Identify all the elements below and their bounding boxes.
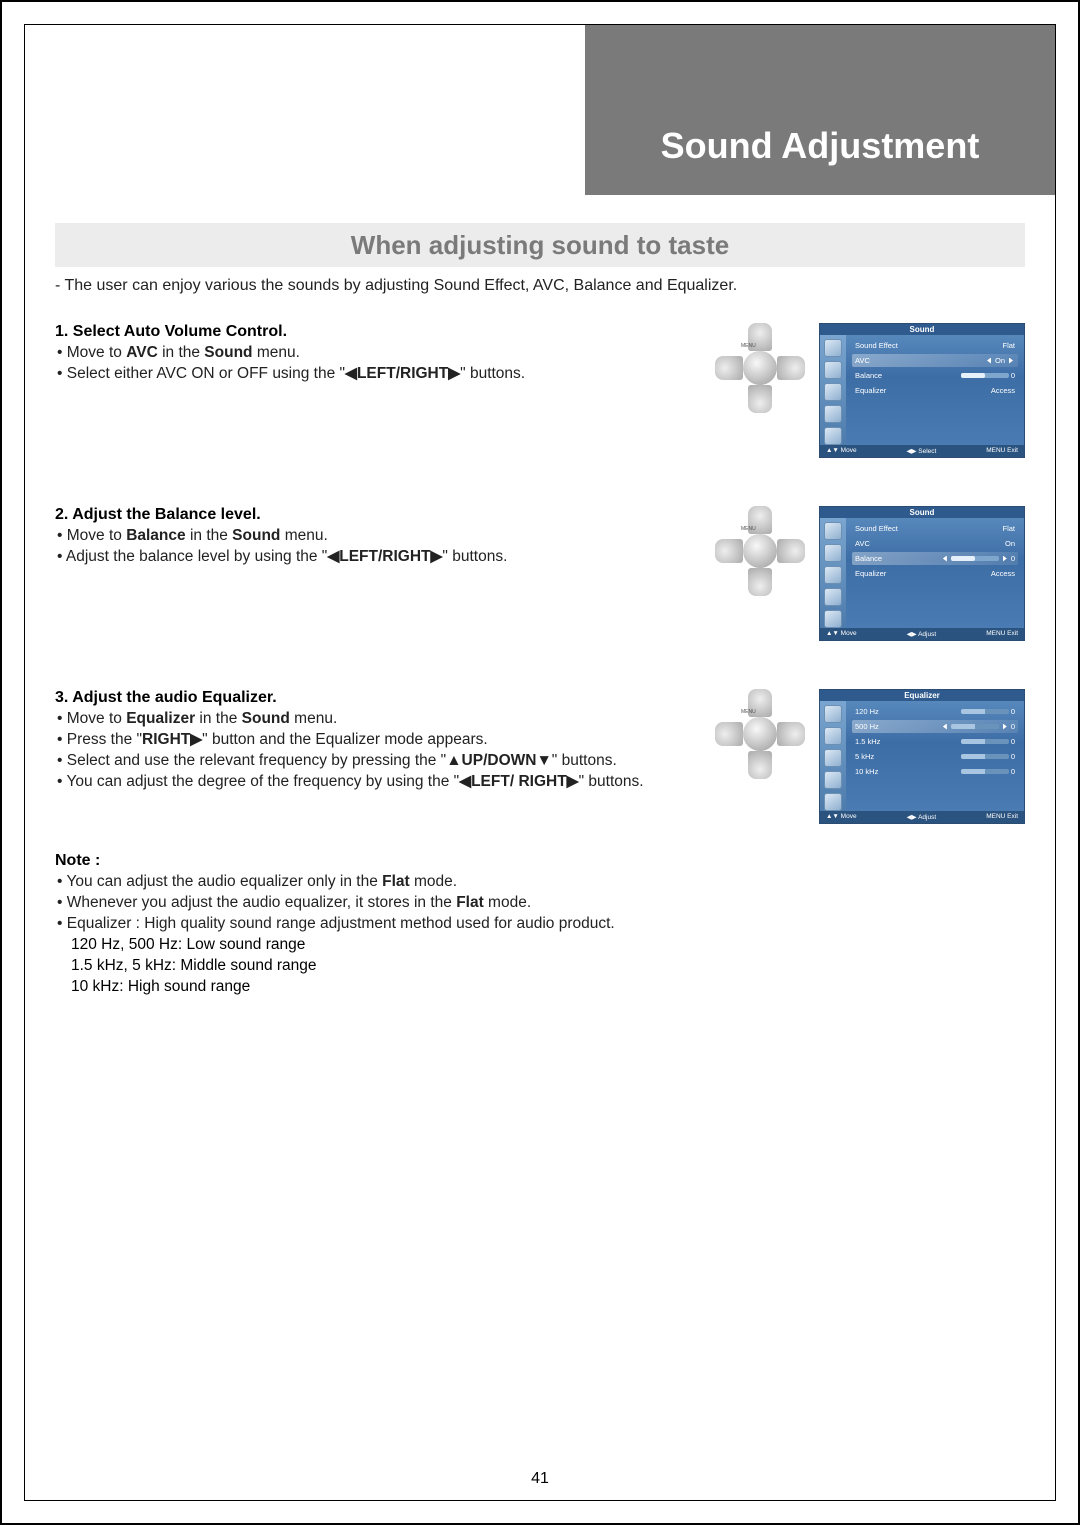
- step-3-visuals: MENU Equalizer 120 Hz0 500 Hz0 1.5 kHz0 …: [715, 689, 1025, 824]
- step-2-visuals: MENU Sound Sound EffectFlat AVCOn Balanc…: [715, 506, 1025, 641]
- osd-footer: ▲▼ Move◀▶ AdjustMENU Exit: [820, 811, 1024, 823]
- note-item-1: You can adjust the audio equalizer only …: [71, 872, 1025, 893]
- osd-row-selected: Balance0: [852, 552, 1018, 565]
- dpad-icon: MENU: [715, 506, 805, 596]
- step-1-bullet-1: Move to AVC in the Sound menu.: [71, 343, 697, 364]
- step-2-bullet-2: Adjust the balance level by using the "◀…: [71, 547, 697, 568]
- step-3-bullet-1: Move to Equalizer in the Sound menu.: [71, 709, 697, 730]
- step-1: 1. Select Auto Volume Control. Move to A…: [55, 323, 1025, 458]
- note-heading: Note :: [55, 852, 1025, 870]
- step-2-bullet-1: Move to Balance in the Sound menu.: [71, 526, 697, 547]
- step-1-text: 1. Select Auto Volume Control. Move to A…: [55, 323, 697, 385]
- step-3: 3. Adjust the audio Equalizer. Move to E…: [55, 689, 1025, 824]
- step-1-visuals: MENU Sound Sound EffectFlat AVCOn Balanc…: [715, 323, 1025, 458]
- section-title: When adjusting sound to taste: [351, 230, 729, 261]
- step-3-bullet-4: You can adjust the degree of the frequen…: [71, 772, 697, 793]
- page-number: 41: [25, 1470, 1055, 1488]
- osd-equalizer: Equalizer 120 Hz0 500 Hz0 1.5 kHz0 5 kHz…: [819, 689, 1025, 824]
- osd-sound-balance: Sound Sound EffectFlat AVCOn Balance0 Eq…: [819, 506, 1025, 641]
- dpad-icon: MENU: [715, 323, 805, 413]
- intro-text: - The user can enjoy various the sounds …: [55, 277, 1025, 295]
- page-frame: Sound Adjustment When adjusting sound to…: [0, 0, 1080, 1525]
- eq-rows: 120 Hz0 500 Hz0 1.5 kHz0 5 kHz0 10 kHz0: [846, 701, 1024, 811]
- osd-footer: ▲▼ Move◀▶ SelectMENU Exit: [820, 445, 1024, 457]
- osd-row: EqualizerAccess: [852, 384, 1018, 397]
- dpad-icon: MENU: [715, 689, 805, 779]
- note-sublines: 120 Hz, 500 Hz: Low sound range 1.5 kHz,…: [55, 935, 1025, 998]
- header-band: Sound Adjustment: [585, 25, 1055, 195]
- step-1-heading: 1. Select Auto Volume Control.: [55, 323, 697, 341]
- step-3-text: 3. Adjust the audio Equalizer. Move to E…: [55, 689, 697, 793]
- osd-row-selected: AVCOn: [852, 354, 1018, 367]
- note-item-3: Equalizer : High quality sound range adj…: [71, 914, 1025, 935]
- osd-row: Sound EffectFlat: [852, 339, 1018, 352]
- step-2-heading: 2. Adjust the Balance level.: [55, 506, 697, 524]
- osd-row: Balance0: [852, 369, 1018, 382]
- step-3-bullet-3: Select and use the relevant frequency by…: [71, 751, 697, 772]
- step-3-bullet-2: Press the "RIGHT▶" button and the Equali…: [71, 730, 697, 751]
- osd-footer: ▲▼ Move◀▶ AdjustMENU Exit: [820, 628, 1024, 640]
- inner-frame: Sound Adjustment When adjusting sound to…: [24, 24, 1056, 1501]
- section-bar: When adjusting sound to taste: [55, 223, 1025, 267]
- note-block: Note : You can adjust the audio equalize…: [55, 852, 1025, 998]
- step-2-text: 2. Adjust the Balance level. Move to Bal…: [55, 506, 697, 568]
- note-item-2: Whenever you adjust the audio equalizer,…: [71, 893, 1025, 914]
- step-2: 2. Adjust the Balance level. Move to Bal…: [55, 506, 1025, 641]
- step-1-bullet-2: Select either AVC ON or OFF using the "◀…: [71, 364, 697, 385]
- page-title: Sound Adjustment: [661, 125, 980, 167]
- step-3-heading: 3. Adjust the audio Equalizer.: [55, 689, 697, 707]
- osd-sound-avc: Sound Sound EffectFlat AVCOn Balance0 Eq…: [819, 323, 1025, 458]
